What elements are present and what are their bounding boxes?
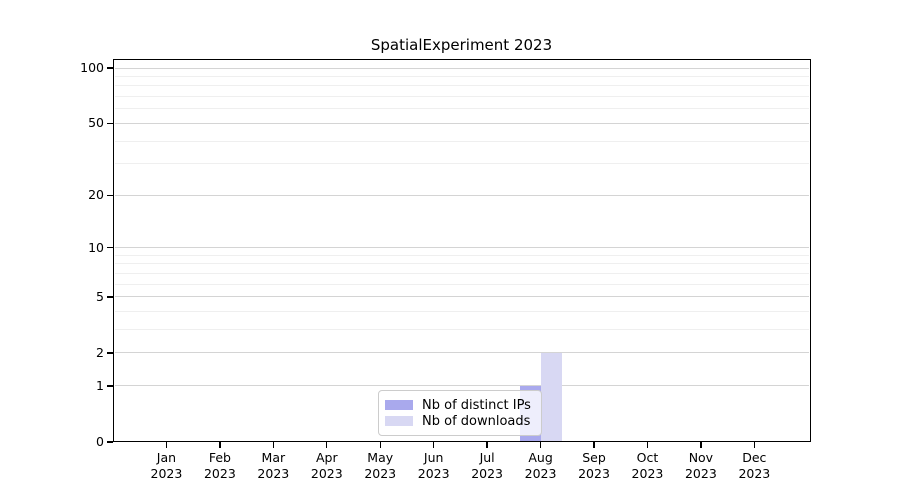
x-tick-label-line: Jan — [156, 450, 177, 465]
plot-area — [113, 59, 811, 442]
y-axis-tick-label: 20 — [88, 187, 104, 203]
y-axis-tick-label: 10 — [88, 239, 104, 255]
x-tick-label-line: Jul — [479, 450, 495, 465]
gridline-minor — [115, 254, 809, 256]
legend-item-distinct-ips: Nb of distinct IPs — [385, 397, 533, 413]
x-tick-label-line: Apr — [315, 450, 338, 465]
legend: Nb of distinct IPs Nb of downloads — [378, 390, 542, 436]
x-axis-tick-label: Oct 2023 — [617, 450, 677, 482]
x-tick-label-line: 2023 — [738, 466, 771, 481]
x-tick-label-line: 2023 — [684, 466, 717, 481]
y-axis-tick-label: 50 — [88, 115, 104, 131]
x-tick-mark — [272, 442, 275, 448]
y-axis-tick-label: 0 — [96, 434, 104, 449]
y-tick-mark — [107, 247, 113, 249]
legend-swatch-downloads — [385, 416, 413, 426]
bar-downloads — [540, 352, 562, 442]
gridline-major — [115, 247, 809, 249]
x-tick-label-line: 2023 — [364, 466, 397, 481]
x-tick-mark — [700, 442, 702, 448]
x-tick-label-line: 2023 — [150, 466, 183, 481]
x-tick-label-line: Dec — [742, 450, 767, 465]
x-tick-label-line: May — [367, 450, 394, 465]
gridline-major — [115, 385, 809, 387]
y-axis-tick-label: 100 — [80, 60, 104, 76]
gridline-major — [115, 194, 809, 196]
gridline-major — [115, 122, 809, 124]
x-tick-mark — [379, 442, 381, 448]
x-tick-label-line: 2023 — [524, 466, 557, 481]
x-axis-tick-label: Dec 2023 — [724, 450, 784, 482]
x-axis-tick-label: Jan 2023 — [136, 450, 196, 482]
x-axis-tick-label: Jun 2023 — [404, 450, 464, 482]
y-axis-tick-label: 1 — [96, 377, 104, 393]
x-tick-mark — [753, 442, 756, 448]
y-tick-mark — [107, 194, 113, 197]
gridline-major — [115, 352, 809, 354]
legend-label-downloads: Nb of downloads — [422, 413, 531, 429]
x-tick-label-line: 2023 — [471, 466, 504, 481]
x-axis-tick-label: Aug 2023 — [511, 450, 571, 482]
gridline-minor — [115, 96, 809, 98]
x-tick-label-line: Sep — [582, 450, 606, 465]
x-tick-label-line: Oct — [636, 450, 659, 465]
gridline-minor — [115, 163, 809, 165]
x-axis-tick-label: Sep 2023 — [564, 450, 624, 482]
x-axis-tick-label: May 2023 — [350, 450, 410, 482]
gridline-major — [115, 67, 809, 69]
gridline-minor — [115, 140, 809, 142]
x-axis-tick-label: Feb 2023 — [190, 450, 250, 482]
x-axis-tick-label: Nov 2023 — [671, 450, 731, 482]
y-tick-mark — [107, 296, 113, 298]
y-tick-mark — [107, 67, 113, 69]
x-axis-tick-label: Jul 2023 — [457, 450, 517, 482]
x-tick-label-line: 2023 — [631, 466, 664, 481]
x-tick-mark — [593, 442, 595, 448]
gridline-minor — [115, 108, 809, 110]
x-tick-mark — [326, 442, 328, 448]
x-tick-label-line: Jun — [423, 450, 444, 465]
y-tick-mark — [107, 352, 113, 354]
gridline-major — [115, 296, 809, 298]
legend-swatch-distinct-ips — [385, 400, 413, 410]
x-tick-label-line: 2023 — [578, 466, 610, 481]
y-tick-mark — [107, 122, 113, 125]
x-tick-label-line: 2023 — [257, 466, 290, 481]
x-tick-label-line: Aug — [528, 450, 553, 465]
y-tick-mark — [107, 441, 113, 443]
gridline-minor — [115, 76, 809, 78]
gridline-minor — [115, 283, 809, 285]
gridline-minor — [115, 329, 809, 331]
x-axis-tick-label: Mar 2023 — [243, 450, 303, 482]
gridline-minor — [115, 273, 809, 275]
legend-label-distinct-ips: Nb of distinct IPs — [422, 397, 531, 413]
x-tick-mark — [219, 442, 221, 448]
x-tick-label-line: Mar — [261, 450, 286, 465]
gridline-minor — [115, 263, 809, 265]
x-tick-label-line: Feb — [208, 450, 231, 465]
x-tick-label-line: 2023 — [417, 466, 450, 481]
gridline-minor — [115, 85, 809, 87]
x-tick-mark — [432, 442, 435, 448]
x-tick-mark — [165, 442, 168, 448]
x-tick-label-line: 2023 — [203, 466, 236, 481]
y-axis-tick-label: 5 — [96, 288, 104, 304]
y-tick-mark — [107, 385, 113, 387]
x-tick-mark — [646, 442, 649, 448]
gridline-minor — [115, 311, 809, 313]
y-axis-tick-label: 2 — [96, 344, 104, 360]
legend-item-downloads: Nb of downloads — [385, 413, 533, 429]
x-tick-mark — [486, 442, 488, 448]
x-axis-tick-label: Apr 2023 — [297, 450, 357, 482]
x-tick-label-line: 2023 — [310, 466, 343, 481]
chart-title: SpatialExperiment 2023 — [370, 36, 553, 54]
x-tick-label-line: Nov — [688, 450, 714, 465]
x-tick-mark — [539, 442, 542, 448]
